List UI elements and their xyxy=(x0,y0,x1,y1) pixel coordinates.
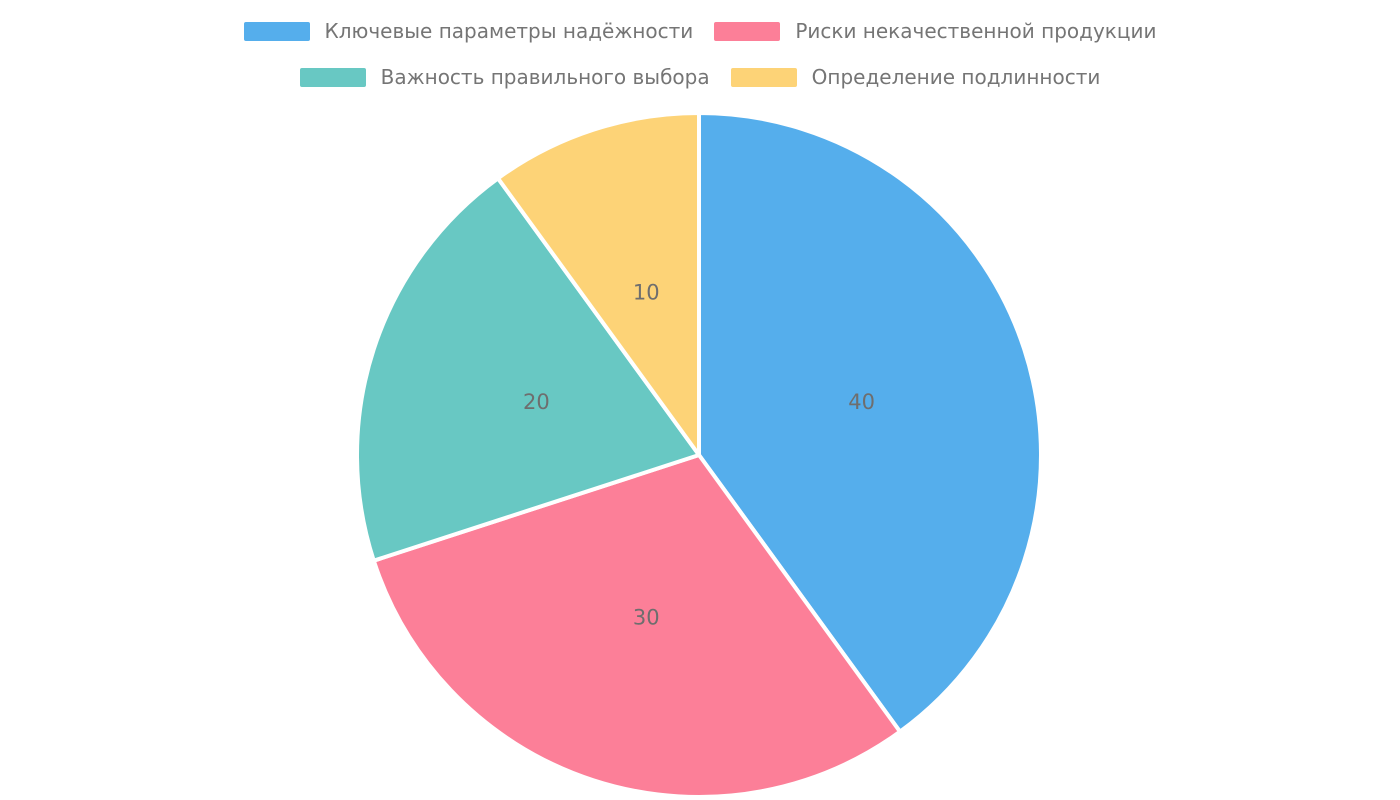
legend-label: Важность правильного выбора xyxy=(380,65,710,89)
legend-label: Ключевые параметры надёжности xyxy=(324,19,694,43)
legend-label: Определение подлинности xyxy=(811,65,1101,89)
legend-row: Ключевые параметры надёжности Риски некач… xyxy=(243,19,1156,43)
pie-slice-label-0: 40 xyxy=(848,390,875,414)
legend-row: Важность правильного выбора Определение п… xyxy=(299,65,1101,89)
pie-slice-1 xyxy=(371,453,903,799)
pie-slice-label-3: 10 xyxy=(633,280,660,304)
legend-item-3: Определение подлинности xyxy=(730,65,1101,89)
legend-label: Риски некачественной продукции xyxy=(795,19,1157,43)
pie-slice-3 xyxy=(495,111,701,457)
legend-swatch-icon xyxy=(243,21,310,41)
legend-item-0: Ключевые параметры надёжности xyxy=(243,19,694,43)
legend-swatch-icon xyxy=(299,67,366,87)
legend-swatch-icon xyxy=(714,21,781,41)
pie-slice-label-2: 20 xyxy=(523,390,550,414)
legend: Ключевые параметры надёжности Риски некач… xyxy=(0,20,1400,88)
pie-slice-label-1: 30 xyxy=(633,606,660,630)
legend-swatch-icon xyxy=(730,67,797,87)
pie-slice-2 xyxy=(355,176,701,563)
legend-item-1: Риски некачественной продукции xyxy=(714,20,1156,42)
legend-item-2: Важность правильного выбора xyxy=(299,65,710,89)
pie-slice-0 xyxy=(697,111,1043,734)
